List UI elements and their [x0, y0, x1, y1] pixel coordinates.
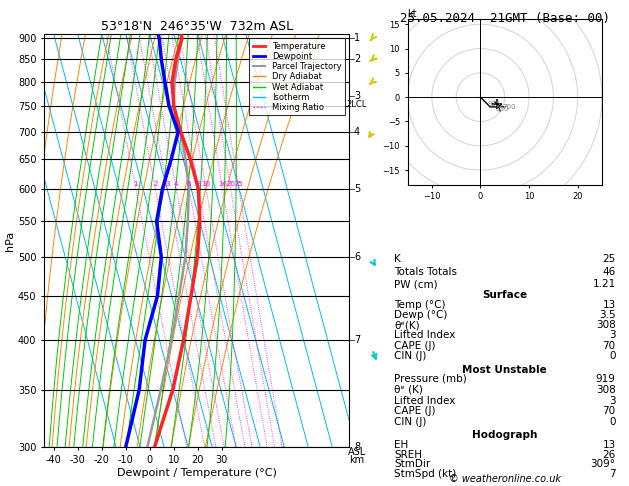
Text: km: km [349, 455, 365, 465]
Text: 25.05.2024  21GMT (Base: 00): 25.05.2024 21GMT (Base: 00) [400, 12, 610, 25]
Text: © weatheronline.co.uk: © weatheronline.co.uk [448, 473, 561, 484]
Text: 925: 925 [487, 101, 501, 107]
Text: Lifted Index: Lifted Index [394, 396, 455, 406]
Text: 4: 4 [174, 181, 179, 187]
Legend: Temperature, Dewpoint, Parcel Trajectory, Dry Adiabat, Wet Adiabat, Isotherm, Mi: Temperature, Dewpoint, Parcel Trajectory… [250, 38, 345, 115]
Text: 70: 70 [603, 341, 616, 351]
Text: 25: 25 [603, 254, 616, 264]
Text: 25: 25 [235, 181, 243, 187]
Text: SREH: SREH [394, 450, 422, 460]
Text: K: K [394, 254, 401, 264]
Text: 308: 308 [596, 320, 616, 330]
Text: 309°: 309° [591, 459, 616, 469]
Text: 46: 46 [603, 267, 616, 277]
Text: 308: 308 [596, 385, 616, 395]
Text: EH: EH [394, 440, 408, 450]
Text: CAPE (J): CAPE (J) [394, 341, 435, 351]
Text: 4: 4 [354, 127, 360, 137]
Text: 2LCL: 2LCL [347, 100, 367, 109]
Text: 7: 7 [609, 469, 616, 479]
Text: 26: 26 [603, 450, 616, 460]
Text: StmDir: StmDir [394, 459, 430, 469]
Text: 16: 16 [218, 181, 227, 187]
Text: CIN (J): CIN (J) [394, 417, 426, 427]
Text: 8: 8 [196, 181, 201, 187]
Text: 2: 2 [354, 54, 360, 65]
Text: 0: 0 [609, 417, 616, 427]
Text: StmSpd (kt): StmSpd (kt) [394, 469, 456, 479]
Text: Temp (°C): Temp (°C) [394, 300, 445, 310]
Text: ASL: ASL [348, 447, 366, 457]
Title: 53°18'N  246°35'W  732m ASL: 53°18'N 246°35'W 732m ASL [101, 20, 292, 33]
Text: Lifted Index: Lifted Index [394, 330, 455, 341]
Text: 3: 3 [165, 181, 170, 187]
Text: Most Unstable: Most Unstable [462, 365, 547, 375]
Text: 1: 1 [354, 33, 360, 43]
Text: 0: 0 [609, 351, 616, 361]
Text: Surface: Surface [482, 290, 527, 300]
Text: 10: 10 [202, 181, 211, 187]
Text: 3: 3 [609, 330, 616, 341]
Text: PW (cm): PW (cm) [394, 279, 438, 289]
Text: Pressure (mb): Pressure (mb) [394, 374, 467, 384]
Text: CAPE (J): CAPE (J) [394, 406, 435, 417]
Text: 1.21: 1.21 [593, 279, 616, 289]
Text: 13: 13 [603, 300, 616, 310]
Text: 70: 70 [603, 406, 616, 417]
Text: Dewp (°C): Dewp (°C) [394, 310, 447, 320]
Text: 850: 850 [495, 106, 508, 112]
Text: 6: 6 [187, 181, 191, 187]
Text: 3: 3 [354, 91, 360, 101]
Text: 7: 7 [354, 335, 360, 345]
Text: 700: 700 [503, 104, 516, 110]
Text: θᵉ (K): θᵉ (K) [394, 385, 423, 395]
Text: 6: 6 [354, 252, 360, 262]
X-axis label: Dewpoint / Temperature (°C): Dewpoint / Temperature (°C) [116, 468, 277, 478]
Text: 5: 5 [354, 184, 360, 194]
Text: 8: 8 [354, 442, 360, 452]
Text: θᵉ(K): θᵉ(K) [394, 320, 420, 330]
Text: kt: kt [408, 9, 417, 19]
Text: 3: 3 [609, 396, 616, 406]
Text: 3.5: 3.5 [599, 310, 616, 320]
Text: Hodograph: Hodograph [472, 430, 537, 440]
Text: Totals Totals: Totals Totals [394, 267, 457, 277]
Text: 919: 919 [596, 374, 616, 384]
Text: 13: 13 [603, 440, 616, 450]
Text: 1: 1 [133, 181, 138, 187]
Text: CIN (J): CIN (J) [394, 351, 426, 361]
Text: 2: 2 [153, 181, 157, 187]
Text: 20: 20 [226, 181, 235, 187]
Y-axis label: hPa: hPa [5, 230, 15, 251]
